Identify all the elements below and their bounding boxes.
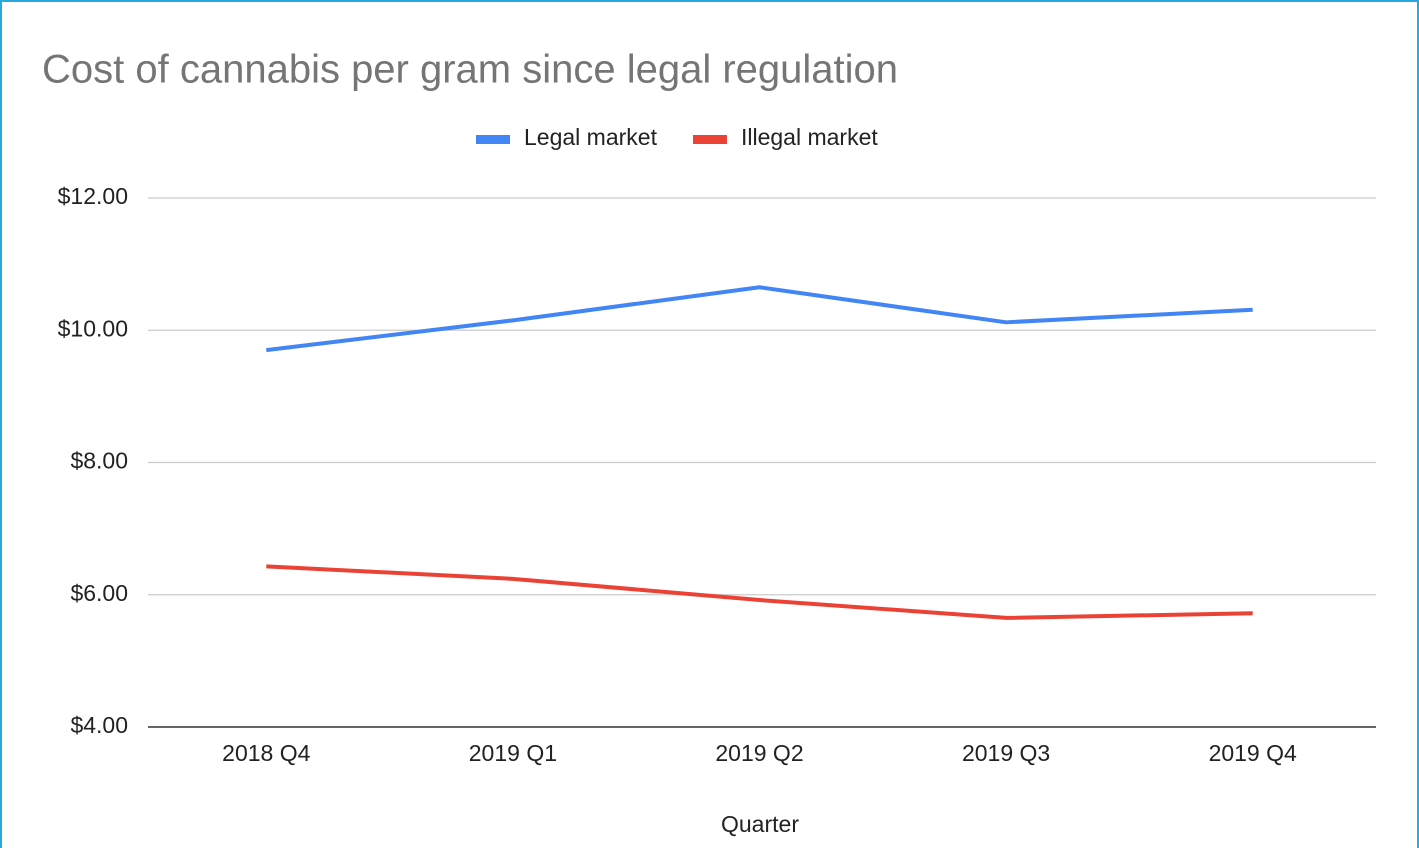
chart-title: Cost of cannabis per gram since legal re… xyxy=(42,48,898,92)
y-tick-label: $4.00 xyxy=(70,712,128,738)
x-tick-label: 2019 Q4 xyxy=(1209,740,1297,766)
line-series xyxy=(266,564,1253,620)
legend-swatch xyxy=(692,135,727,144)
legend-label: Legal market xyxy=(524,124,658,150)
y-tick-label: $10.00 xyxy=(58,315,128,341)
legend-swatch xyxy=(476,135,510,144)
x-tick-label: 2018 Q4 xyxy=(222,740,310,766)
x-tick-label: 2019 Q3 xyxy=(962,740,1050,766)
legend-label: Illegal market xyxy=(741,124,878,150)
line-series xyxy=(266,285,1253,353)
y-tick-label: $6.00 xyxy=(70,580,128,606)
x-tick-label: 2019 Q2 xyxy=(715,740,803,766)
x-tick-label: 2019 Q1 xyxy=(469,740,557,766)
y-tick-label: $12.00 xyxy=(58,183,128,209)
y-tick-label: $8.00 xyxy=(70,448,128,474)
x-axis-title: Quarter xyxy=(721,811,799,837)
